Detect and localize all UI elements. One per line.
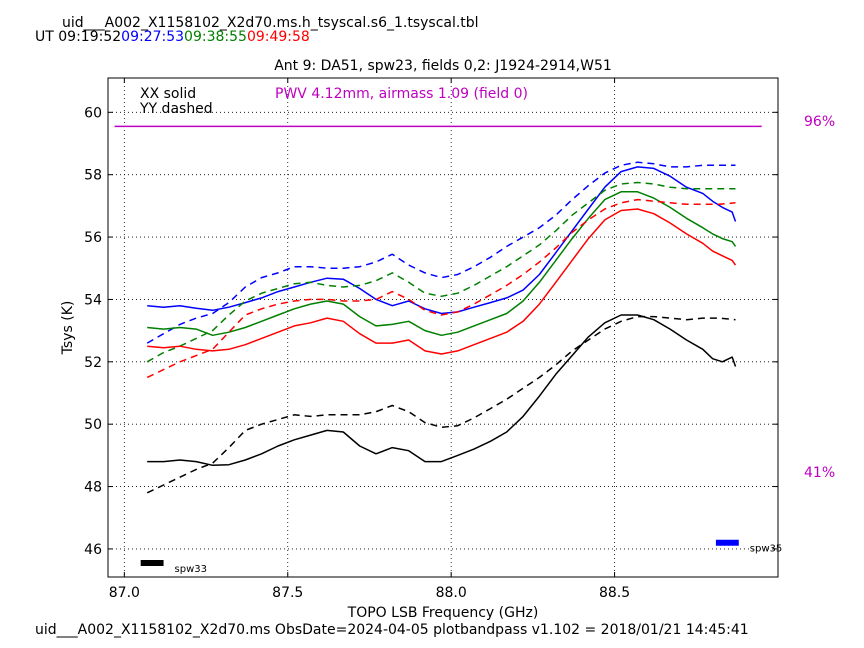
y-tick-label: 48 <box>84 480 102 496</box>
y-axis-label: Tsys (K) <box>60 301 76 356</box>
series-line-1 <box>146 161 736 344</box>
y-tick-label: 50 <box>84 417 102 433</box>
annotations: spw33 spw35 <box>114 125 782 575</box>
transmission-min-label: 41% <box>804 465 835 481</box>
x-tick-label: 87.0 <box>109 585 140 601</box>
y-tick-label: 54 <box>84 292 102 308</box>
x-tick-label: 88.5 <box>599 585 630 601</box>
series-line-5 <box>146 198 736 379</box>
y-tick-label: 60 <box>84 105 102 121</box>
grid <box>108 78 778 577</box>
ut-times-row: UT 09:19:5209:27:5309:38:5509:49:58 <box>35 30 310 44</box>
spw-marker-label: spw35 <box>750 544 782 555</box>
legend-xx-solid: XX solid <box>140 86 196 102</box>
ut-time-1: 09:27:53 <box>121 29 185 45</box>
x-axis-label: TOPO LSB Frequency (GHz) <box>347 605 539 621</box>
ut-time-2: 09:38:55 <box>184 29 247 45</box>
y-tick-label: 58 <box>84 168 102 184</box>
series-line-2 <box>147 191 737 337</box>
x-tick-label: 87.5 <box>272 585 303 601</box>
series-line-6 <box>147 314 737 467</box>
y-tick-label: 46 <box>84 542 102 558</box>
caltable-filename: uid___A002_X1158102_X2d70.ms.h_tsyscal.s… <box>62 15 479 31</box>
ticks: 87.0 87.5 88.0 88.5 46 48 50 52 54 56 58 60 <box>84 78 778 601</box>
y-tick-label: 56 <box>84 230 102 246</box>
series-line-3 <box>146 181 736 363</box>
plot-frame <box>107 77 779 578</box>
x-tick-label: 88.0 <box>436 585 467 601</box>
ut-label: UT <box>35 29 54 45</box>
chart-title: Ant 9: DA51, spw23, fields 0,2: J1924-29… <box>274 58 612 74</box>
legend-yy-dashed: YY dashed <box>139 101 213 117</box>
transmission-max-label: 96% <box>804 114 835 130</box>
y-tick-label: 52 <box>84 355 102 371</box>
series-group <box>146 161 737 494</box>
spw-marker-label: spw33 <box>175 564 207 575</box>
footer-info: uid___A002_X1158102_X2d70.ms ObsDate=202… <box>35 622 749 638</box>
ut-time-0: 09:19:52 <box>58 29 122 45</box>
series-line-0 <box>147 166 737 315</box>
series-line-4 <box>147 208 737 355</box>
pwv-annotation: PWV 4.12mm, airmass 1.09 (field 0) <box>275 86 528 102</box>
ut-time-3: 09:49:58 <box>246 29 310 45</box>
series-line-7 <box>146 315 736 494</box>
